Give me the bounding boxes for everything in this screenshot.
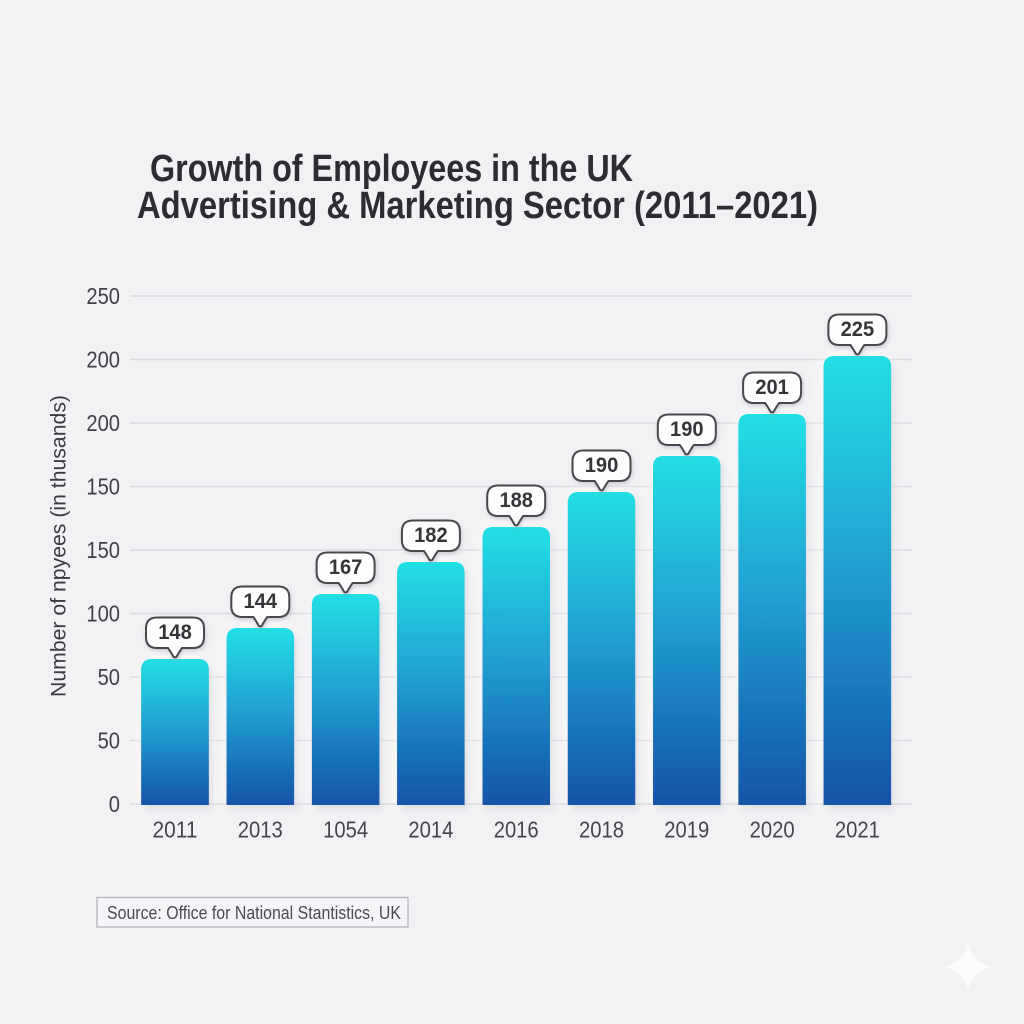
svg-text:2021: 2021 bbox=[835, 816, 880, 842]
svg-text:250: 250 bbox=[86, 283, 120, 309]
svg-text:Number of npyees (in thusands): Number of npyees (in thusands) bbox=[48, 395, 71, 697]
svg-text:188: 188 bbox=[499, 488, 533, 512]
svg-text:100: 100 bbox=[86, 601, 120, 627]
svg-text:0: 0 bbox=[109, 791, 120, 817]
svg-text:150: 150 bbox=[86, 474, 120, 500]
svg-text:2020: 2020 bbox=[750, 816, 795, 842]
svg-text:225: 225 bbox=[841, 317, 875, 341]
svg-text:1054: 1054 bbox=[323, 816, 368, 842]
svg-text:50: 50 bbox=[98, 728, 120, 754]
svg-text:2014: 2014 bbox=[408, 816, 453, 842]
svg-text:2018: 2018 bbox=[579, 816, 624, 842]
svg-text:190: 190 bbox=[670, 417, 704, 441]
svg-text:2016: 2016 bbox=[494, 816, 539, 842]
svg-text:Source: Office for National St: Source: Office for National Stantistics,… bbox=[107, 902, 402, 923]
svg-text:2013: 2013 bbox=[238, 816, 283, 842]
svg-text:201: 201 bbox=[755, 375, 789, 399]
svg-text:200: 200 bbox=[86, 410, 120, 436]
svg-text:2019: 2019 bbox=[664, 816, 709, 842]
svg-text:190: 190 bbox=[585, 453, 619, 477]
svg-text:182: 182 bbox=[414, 523, 448, 547]
svg-text:150: 150 bbox=[86, 537, 120, 563]
svg-text:144: 144 bbox=[244, 589, 278, 613]
svg-text:2011: 2011 bbox=[153, 816, 198, 842]
svg-text:148: 148 bbox=[158, 620, 192, 644]
svg-text:167: 167 bbox=[329, 555, 363, 579]
svg-text:50: 50 bbox=[98, 664, 120, 690]
svg-text:Growth of Employees in the UK: Growth of Employees in the UK bbox=[150, 148, 633, 190]
svg-text:Advertising & Marketing Sector: Advertising & Marketing Sector (2011–202… bbox=[137, 185, 818, 227]
svg-text:200: 200 bbox=[86, 347, 120, 373]
